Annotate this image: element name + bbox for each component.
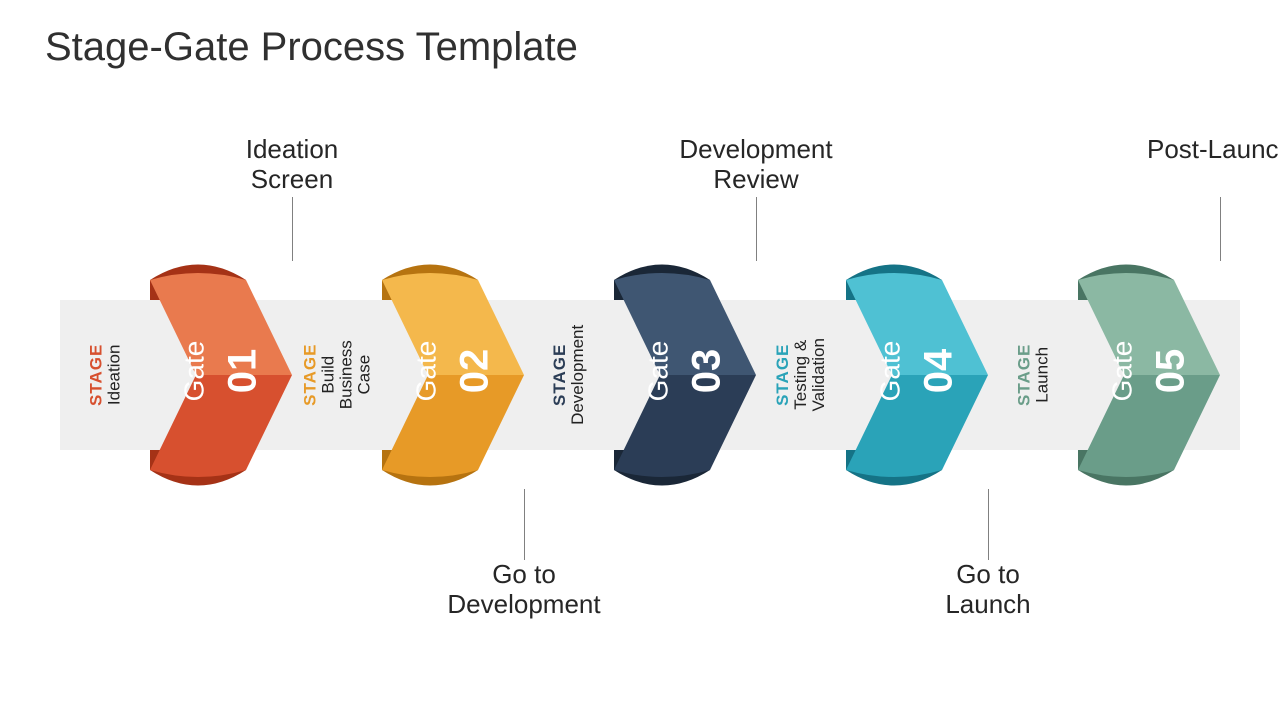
stage-label: STAGE xyxy=(1015,344,1033,406)
stage-block-05: STAGE Launch xyxy=(988,300,1078,450)
stage-block-04: STAGE Testing & Validation xyxy=(756,300,846,450)
connector-02 xyxy=(524,489,525,560)
gate-chevron-04 xyxy=(846,255,988,495)
stage-name: Launch xyxy=(1033,344,1051,406)
stage-label: STAGE xyxy=(774,338,792,411)
stage-block-02: STAGE Build Business Case xyxy=(292,300,382,450)
stage-name: Development xyxy=(569,325,587,425)
page-title: Stage-Gate Process Template xyxy=(45,25,578,70)
stage-label: STAGE xyxy=(301,330,319,420)
gate-chevron-05 xyxy=(1078,255,1220,495)
connector-04 xyxy=(988,489,989,560)
callout-01: Ideation Screen xyxy=(182,135,402,195)
connector-05 xyxy=(1220,197,1221,261)
stage-label: STAGE xyxy=(87,344,105,406)
connector-01 xyxy=(292,197,293,261)
callout-04: Go to Launch xyxy=(878,560,1098,620)
gate-chevron-01 xyxy=(150,255,292,495)
connector-03 xyxy=(756,197,757,261)
stage-block-01: STAGE Ideation xyxy=(60,300,150,450)
gate-chevron-02 xyxy=(382,255,524,495)
callout-02: Go to Development xyxy=(414,560,634,620)
callout-03: Development Review xyxy=(646,135,866,195)
gate-chevron-03 xyxy=(614,255,756,495)
stage-block-03: STAGE Development xyxy=(524,300,614,450)
stage-label: STAGE xyxy=(551,325,569,425)
stage-name: Testing & Validation xyxy=(792,338,828,411)
callout-05: Post-Launch xyxy=(1110,135,1280,165)
stage-name: Ideation xyxy=(105,344,123,406)
stage-name: Build Business Case xyxy=(319,330,373,420)
